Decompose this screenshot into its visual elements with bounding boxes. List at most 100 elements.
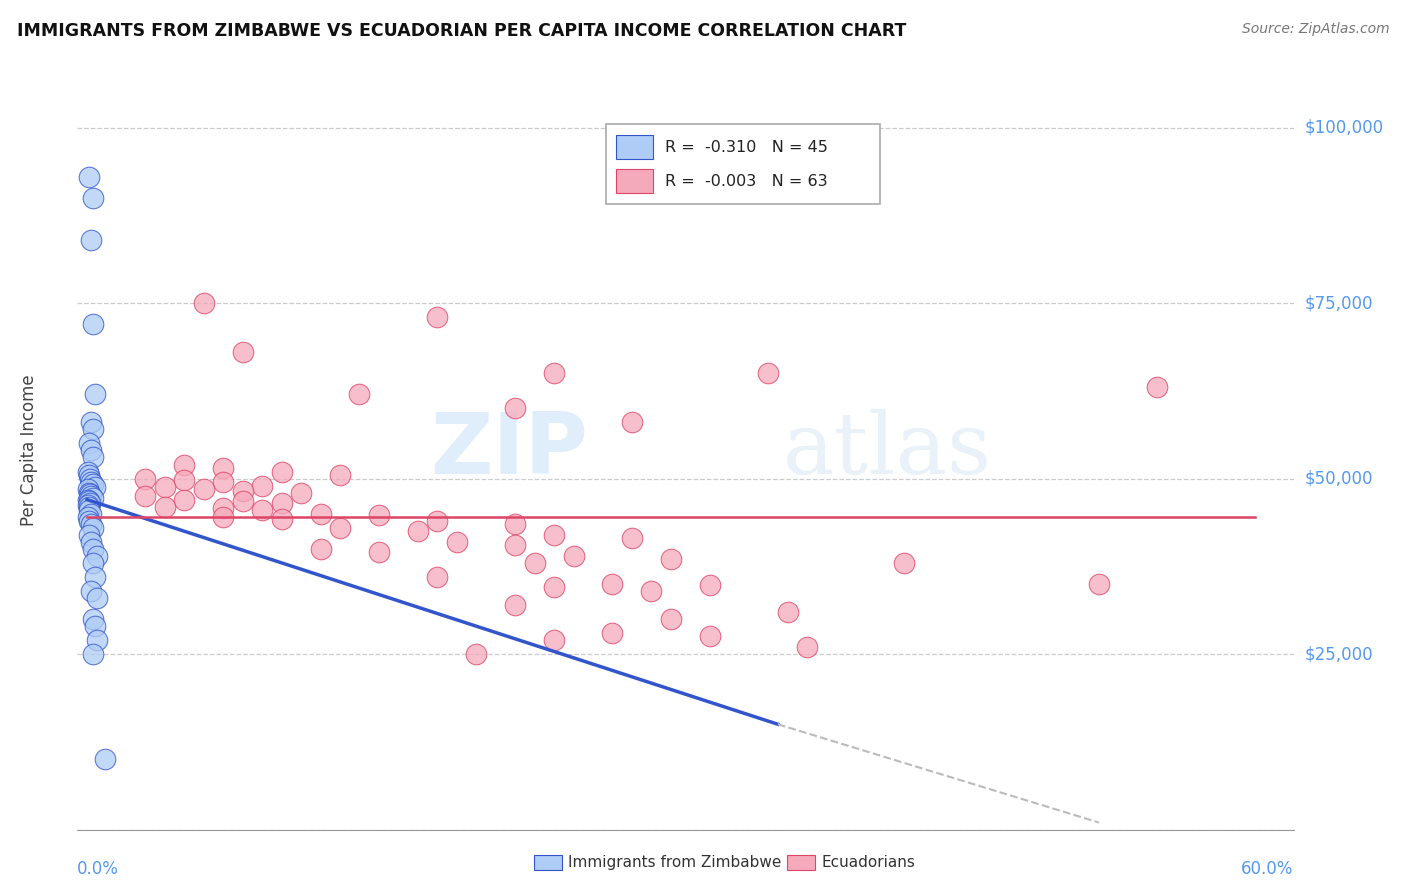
Point [77, 492, 100, 507]
Point [426, 570, 449, 584]
Bar [616, 169, 652, 194]
Point [77, 169, 100, 184]
Point [80, 489, 103, 503]
Point [77, 510, 100, 524]
Point [83, 480, 105, 494]
Point [93, 752, 115, 766]
Text: Per Capita Income: Per Capita Income [20, 375, 38, 526]
Point [80, 416, 103, 430]
Point [893, 556, 915, 570]
Point [329, 521, 352, 535]
Bar [616, 135, 652, 160]
Point [406, 524, 429, 539]
Text: $25,000: $25,000 [1305, 645, 1374, 663]
Text: R =  -0.310   N = 45: R = -0.310 N = 45 [665, 140, 828, 154]
Point [77, 514, 100, 528]
Point [602, 577, 624, 591]
Point [699, 578, 721, 592]
Point [426, 514, 449, 528]
Point [82, 541, 104, 556]
Point [620, 531, 643, 545]
Point [77, 436, 100, 450]
Text: Ecuadorians: Ecuadorians [821, 855, 915, 870]
Point [193, 296, 215, 310]
Point [543, 580, 565, 594]
Point [620, 416, 643, 430]
Point [173, 492, 195, 507]
Text: Immigrants from Zimbabwe: Immigrants from Zimbabwe [568, 855, 782, 870]
Point [82, 521, 104, 535]
Point [79, 471, 101, 485]
Point [86, 633, 108, 648]
Point [80, 583, 103, 598]
Point [82, 491, 104, 506]
Point [250, 478, 273, 492]
Point [232, 345, 254, 359]
Point [368, 508, 391, 522]
Point [523, 556, 546, 570]
Point [776, 605, 799, 619]
Point [212, 510, 235, 524]
Point [503, 517, 526, 532]
Point [290, 485, 312, 500]
Point [82, 647, 104, 661]
Point [503, 598, 526, 612]
Point [329, 468, 352, 483]
Point [659, 552, 682, 566]
Point [193, 482, 215, 496]
Point [80, 475, 103, 489]
Point [80, 534, 103, 549]
Point [232, 494, 254, 508]
Point [602, 626, 624, 640]
Text: atlas: atlas [783, 409, 991, 492]
Point [77, 494, 100, 508]
Text: 0.0%: 0.0% [77, 860, 120, 878]
Point [82, 317, 104, 331]
Point [83, 570, 105, 584]
Point [82, 477, 104, 491]
Point [543, 527, 565, 541]
Text: R =  -0.003   N = 63: R = -0.003 N = 63 [665, 174, 827, 189]
Point [543, 633, 565, 648]
Point [83, 619, 105, 633]
Point [82, 191, 104, 205]
Point [212, 461, 235, 475]
Point [77, 468, 100, 483]
Point [543, 366, 565, 380]
Point [153, 480, 176, 494]
Point [349, 387, 371, 401]
Point [562, 549, 585, 563]
Point [250, 503, 273, 517]
Point [1088, 577, 1111, 591]
Point [77, 527, 100, 541]
Text: IMMIGRANTS FROM ZIMBABWE VS ECUADORIAN PER CAPITA INCOME CORRELATION CHART: IMMIGRANTS FROM ZIMBABWE VS ECUADORIAN P… [17, 22, 907, 40]
Point [212, 475, 235, 489]
Point [232, 484, 254, 499]
Text: $50,000: $50,000 [1305, 469, 1374, 488]
Text: $100,000: $100,000 [1305, 119, 1384, 136]
Point [270, 496, 292, 510]
Point [77, 498, 100, 512]
Point [77, 485, 100, 500]
Point [465, 647, 488, 661]
Point [1146, 380, 1168, 394]
Point [77, 500, 100, 514]
Point [77, 503, 100, 517]
Point [503, 538, 526, 552]
Point [756, 366, 779, 380]
Point [77, 482, 100, 496]
Point [503, 401, 526, 416]
Point [80, 517, 103, 532]
Point [446, 534, 468, 549]
FancyBboxPatch shape [606, 124, 880, 204]
Text: Source: ZipAtlas.com: Source: ZipAtlas.com [1241, 22, 1389, 37]
Point [83, 387, 105, 401]
Text: 60.0%: 60.0% [1241, 860, 1294, 878]
Point [640, 583, 662, 598]
Point [82, 556, 104, 570]
Point [82, 450, 104, 465]
Point [699, 630, 721, 644]
Point [77, 465, 100, 479]
Point [309, 507, 332, 521]
Point [270, 465, 292, 479]
